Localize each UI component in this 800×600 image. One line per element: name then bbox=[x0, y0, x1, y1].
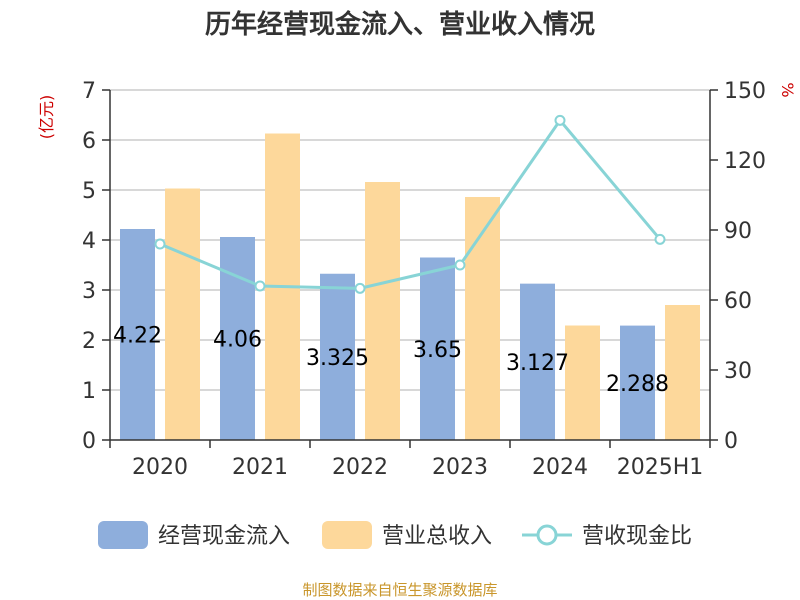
legend: 经营现金流入 营业总收入 营收现金比 bbox=[98, 521, 692, 549]
ratio-point bbox=[354, 282, 366, 294]
bar-revenue bbox=[665, 305, 700, 440]
bar-revenue bbox=[465, 197, 500, 440]
right-axis-unit: % bbox=[778, 82, 797, 97]
data-labels: 4.22 4.06 3.325 3.65 3.127 2.288 bbox=[113, 324, 669, 397]
category-label: 2021 bbox=[232, 455, 288, 480]
left-axis-ticks: 0 1 2 3 4 5 6 7 bbox=[82, 79, 110, 454]
bar-cash-inflow bbox=[320, 273, 355, 440]
bar-revenue bbox=[365, 182, 400, 440]
left-tick-label: 0 bbox=[82, 429, 96, 454]
category-label: 2025H1 bbox=[617, 455, 704, 480]
category-label: 2023 bbox=[432, 455, 488, 480]
left-tick-label: 1 bbox=[82, 379, 96, 404]
left-tick-label: 6 bbox=[82, 129, 96, 154]
legend-label-revenue: 营业总收入 bbox=[382, 524, 492, 549]
legend-label-ratio: 营收现金比 bbox=[582, 524, 692, 549]
source-note: 制图数据来自恒生聚源数据库 bbox=[302, 581, 497, 599]
data-label: 4.22 bbox=[113, 324, 162, 349]
ratio-point bbox=[554, 114, 566, 126]
data-label: 4.06 bbox=[213, 328, 262, 353]
category-labels: 2020 2021 2022 2023 2024 2025H1 bbox=[132, 455, 703, 480]
chart-title: 历年经营现金流入、营业收入情况 bbox=[205, 9, 595, 40]
legend-label-cash-inflow: 经营现金流入 bbox=[158, 524, 290, 549]
bar-revenue bbox=[565, 325, 600, 440]
right-tick-label: 150 bbox=[724, 79, 766, 104]
ratio-line-path bbox=[159, 117, 662, 290]
left-tick-label: 4 bbox=[82, 229, 96, 254]
legend-swatch-cash-inflow bbox=[98, 521, 148, 549]
data-label: 3.127 bbox=[506, 351, 569, 376]
right-tick-label: 120 bbox=[724, 149, 766, 174]
right-tick-label: 60 bbox=[724, 289, 752, 314]
left-axis-unit: (亿元) bbox=[37, 95, 56, 140]
right-tick-label: 30 bbox=[724, 359, 752, 384]
legend-swatch-revenue bbox=[322, 521, 372, 549]
bar-cash-inflow bbox=[620, 325, 655, 440]
left-tick-label: 2 bbox=[82, 329, 96, 354]
ratio-point bbox=[154, 238, 166, 250]
category-label: 2024 bbox=[532, 455, 588, 480]
data-label: 3.65 bbox=[413, 338, 462, 363]
bar-cash-inflow bbox=[120, 229, 155, 440]
ratio-line bbox=[154, 114, 666, 294]
bar-cash-inflow bbox=[520, 283, 555, 440]
category-label: 2020 bbox=[132, 455, 188, 480]
right-axis-ticks: 0 30 60 90 120 150 bbox=[710, 79, 766, 454]
right-tick-label: 90 bbox=[724, 219, 752, 244]
right-tick-label: 0 bbox=[724, 429, 738, 454]
left-tick-label: 7 bbox=[82, 79, 96, 104]
left-tick-label: 5 bbox=[82, 179, 96, 204]
data-label: 3.325 bbox=[306, 346, 369, 371]
category-label: 2022 bbox=[332, 455, 388, 480]
bar-cash-inflow bbox=[420, 257, 455, 440]
data-label: 2.288 bbox=[606, 372, 669, 397]
ratio-point bbox=[254, 280, 266, 292]
left-tick-label: 3 bbox=[82, 279, 96, 304]
bar-revenue bbox=[165, 188, 200, 440]
legend-marker-ratio bbox=[536, 524, 558, 546]
grid-lines bbox=[110, 89, 710, 391]
axes bbox=[109, 90, 711, 448]
ratio-point bbox=[654, 233, 666, 245]
ratio-point bbox=[454, 259, 466, 271]
